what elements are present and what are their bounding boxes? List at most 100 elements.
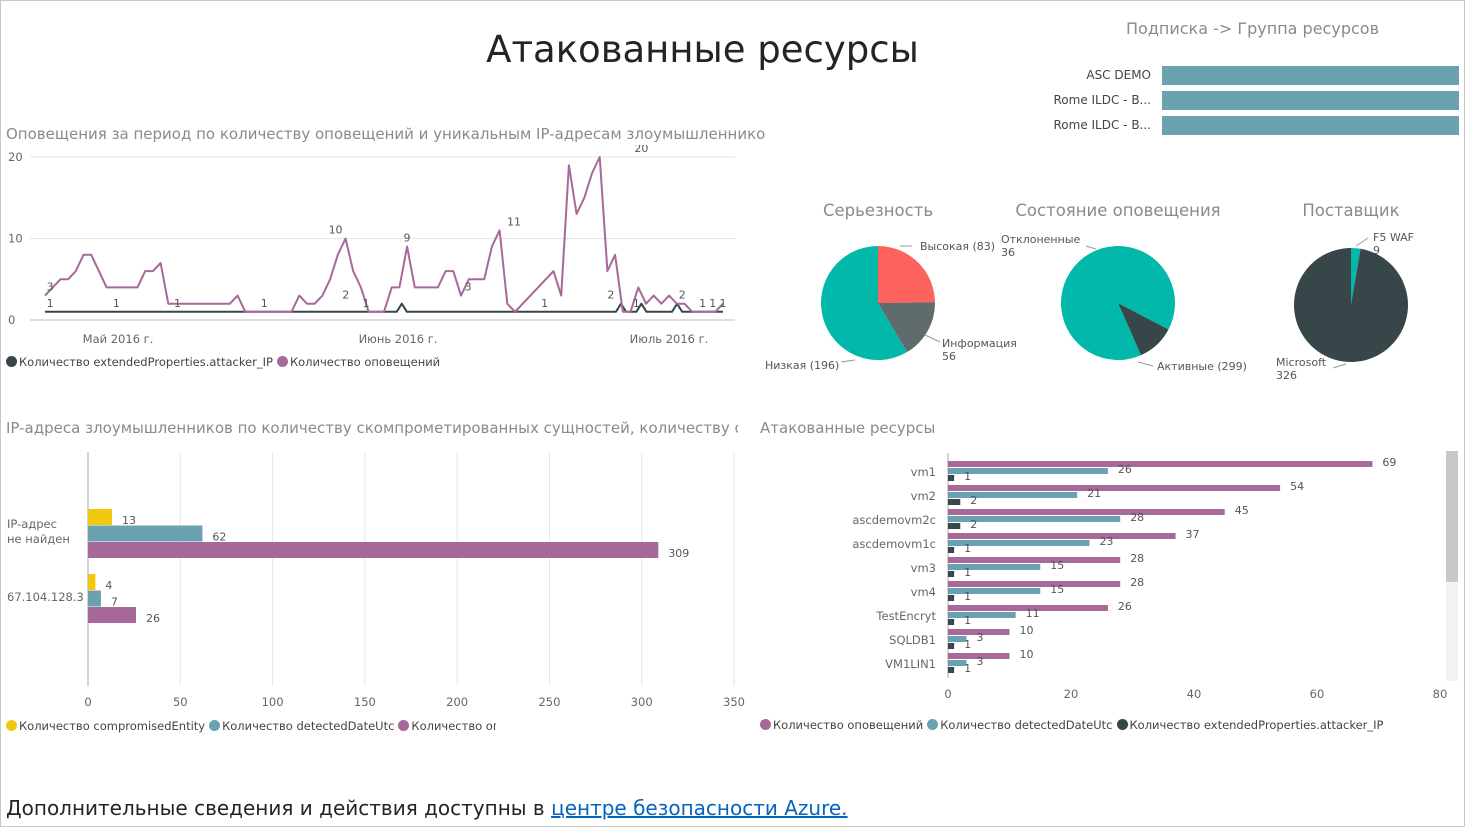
bar-value-label: 26 bbox=[1118, 600, 1132, 613]
subscription-row-bar[interactable] bbox=[1162, 66, 1459, 85]
data-label: 2 bbox=[607, 289, 614, 302]
pie-slice bbox=[1351, 248, 1361, 305]
x-tick-label: 300 bbox=[631, 695, 653, 709]
data-label: 1 bbox=[541, 297, 548, 310]
pie-slice bbox=[1060, 246, 1175, 361]
ip-chart-legend: Количество compromisedEntity Количество d… bbox=[6, 719, 496, 733]
legend-label: Количество оповещений bbox=[289, 355, 441, 369]
data-label: 1 bbox=[261, 297, 268, 310]
category-label: 67.104.128.3 bbox=[7, 590, 84, 604]
legend-dot-icon bbox=[398, 720, 410, 731]
data-label: 1 bbox=[699, 297, 706, 310]
bar-value-label: 3 bbox=[976, 631, 983, 644]
legend-item[interactable]: Количество оповещений bbox=[276, 355, 441, 369]
legend-dot-icon bbox=[6, 356, 17, 367]
bar bbox=[948, 564, 1041, 570]
pie-label: F5 WAF bbox=[1373, 231, 1414, 244]
data-label: 9 bbox=[403, 232, 410, 245]
legend-dot-icon bbox=[1116, 719, 1128, 730]
data-label: 20 bbox=[634, 145, 648, 155]
bar bbox=[948, 660, 967, 666]
bar bbox=[948, 629, 1010, 635]
pie-leader-line bbox=[1085, 245, 1097, 250]
attacked-resources-bar-chart[interactable]: 0 20 40 60 80vm169261vm254212ascdemovm2c4528… bbox=[755, 445, 1465, 710]
legend-dot-icon bbox=[927, 719, 939, 730]
x-tick-label: 150 bbox=[354, 695, 376, 709]
bar-value-label: 26 bbox=[146, 612, 160, 625]
pie-leader-line bbox=[924, 334, 941, 343]
x-tick-label: 20 bbox=[1064, 687, 1079, 701]
bar bbox=[948, 571, 955, 577]
bar-value-label: 1 bbox=[964, 662, 971, 675]
legend-item[interactable]: Количество detectedDateUtc bbox=[927, 718, 1113, 732]
legend-item[interactable]: Количество оповещений bbox=[398, 719, 496, 733]
pie-leader-line bbox=[1332, 363, 1347, 369]
legend-item[interactable]: Количество extendedProperties.attacker_I… bbox=[1116, 718, 1383, 732]
resources-chart-title: Атакованные ресурсы bbox=[760, 419, 936, 437]
legend-item[interactable]: Количество оповещений bbox=[760, 718, 923, 732]
bar bbox=[948, 492, 1078, 498]
bar-value-label: 2 bbox=[970, 518, 977, 531]
legend-label: Количество detectedDateUtc bbox=[222, 719, 395, 733]
bar bbox=[948, 540, 1090, 546]
category-label: TestEncryt bbox=[875, 609, 936, 623]
alerts-line-chart[interactable]: 20 10 0 Май 2016 г. Июнь 2016 г. Июль 2016 г.… bbox=[0, 145, 745, 350]
data-label: 3 bbox=[47, 281, 54, 294]
line-chart-legend: Количество extendedProperties.attacker_I… bbox=[6, 355, 444, 369]
legend-item[interactable]: Количество extendedProperties.attacker_I… bbox=[6, 355, 273, 369]
legend-dot-icon bbox=[6, 720, 17, 731]
bar-value-label: 7 bbox=[111, 596, 118, 609]
pie-slice bbox=[878, 302, 935, 353]
bar-value-label: 3 bbox=[976, 655, 983, 668]
legend-item[interactable]: Количество compromisedEntity bbox=[6, 719, 205, 733]
bar bbox=[88, 574, 96, 590]
bar-value-label: 13 bbox=[122, 514, 136, 527]
pie-label: Microsoft bbox=[1276, 356, 1327, 369]
bar bbox=[88, 590, 101, 607]
alerts-series-line bbox=[44, 156, 724, 313]
azure-security-center-link[interactable]: центре безопасности Azure. bbox=[551, 796, 848, 820]
bar bbox=[948, 468, 1108, 474]
category-label: IP-адрес bbox=[7, 517, 57, 531]
bar-value-label: 1 bbox=[964, 542, 971, 555]
data-label: 1 bbox=[174, 297, 181, 310]
bar bbox=[948, 509, 1225, 515]
bar bbox=[948, 485, 1281, 491]
bar bbox=[948, 461, 1373, 467]
subscription-row-label: Rome ILDC - B... bbox=[1053, 118, 1151, 132]
bar-value-label: 21 bbox=[1087, 487, 1101, 500]
category-label: не найден bbox=[7, 532, 70, 546]
x-tick-label: 0 bbox=[84, 695, 91, 709]
ip-chart-title: IP-адреса злоумышленников по количеству … bbox=[6, 419, 738, 437]
data-label: 2 bbox=[679, 289, 686, 302]
x-tick-label: Июль 2016 г. bbox=[630, 332, 709, 346]
subscription-row-label: Rome ILDC - B... bbox=[1053, 93, 1151, 107]
pie-title: Состояние оповещения bbox=[1015, 201, 1221, 220]
pie-slice bbox=[878, 246, 935, 303]
bar-value-label: 28 bbox=[1130, 552, 1144, 565]
pie-value-label: 56 bbox=[942, 350, 956, 363]
bar-value-label: 2 bbox=[970, 494, 977, 507]
bar-value-label: 26 bbox=[1118, 463, 1132, 476]
category-label: vm1 bbox=[911, 465, 936, 479]
legend-label: Количество оповещений bbox=[773, 718, 924, 732]
subscription-row-label: ASC DEMO bbox=[1086, 68, 1151, 82]
legend-item[interactable]: Количество detectedDateUtc bbox=[209, 719, 394, 733]
pie-title: Поставщик bbox=[1302, 201, 1400, 220]
legend-label: Количество оповещений bbox=[411, 719, 496, 733]
bar-value-label: 45 bbox=[1235, 504, 1249, 517]
subscription-row-bar[interactable] bbox=[1162, 116, 1459, 135]
legend-dot-icon bbox=[209, 720, 221, 731]
bar bbox=[948, 653, 1010, 659]
x-tick-label: 60 bbox=[1310, 687, 1325, 701]
bar-value-label: 11 bbox=[1026, 607, 1040, 620]
bar-value-label: 10 bbox=[1020, 648, 1034, 661]
page-title: Атакованные ресурсы bbox=[486, 28, 919, 71]
subscription-row-bar[interactable] bbox=[1162, 91, 1459, 110]
category-label: vm2 bbox=[911, 489, 936, 503]
category-label: ascdemovm1c bbox=[852, 537, 936, 551]
